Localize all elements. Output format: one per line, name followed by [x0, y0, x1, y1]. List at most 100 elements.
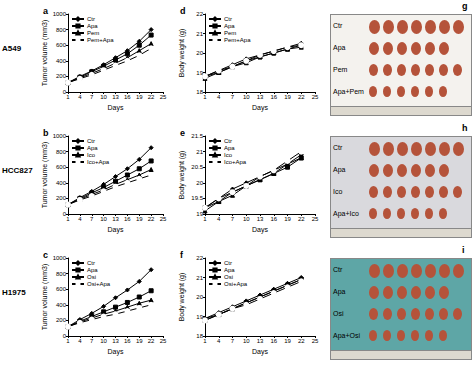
svg-text:19: 19 [136, 94, 143, 100]
svg-text:Days: Days [252, 104, 268, 112]
svg-text:400: 400 [56, 180, 67, 186]
svg-text:Osi: Osi [87, 274, 96, 280]
svg-text:f: f [180, 250, 184, 260]
svg-text:Tumor volume (mm3): Tumor volume (mm3) [41, 20, 49, 87]
svg-text:22: 22 [148, 216, 155, 222]
svg-text:22: 22 [196, 11, 203, 17]
svg-text:200: 200 [56, 73, 67, 79]
svg-text:25: 25 [160, 338, 167, 344]
svg-text:25: 25 [160, 94, 167, 100]
svg-text:7: 7 [231, 216, 235, 222]
svg-text:10: 10 [243, 94, 250, 100]
svg-text:4: 4 [78, 338, 82, 344]
svg-text:7: 7 [90, 338, 94, 344]
svg-text:Apa: Apa [87, 23, 98, 29]
svg-text:10: 10 [100, 216, 107, 222]
svg-text:13: 13 [112, 94, 119, 100]
svg-text:4: 4 [217, 338, 221, 344]
svg-text:800: 800 [56, 271, 67, 277]
svg-text:Ico+Apa: Ico+Apa [224, 159, 247, 165]
svg-text:c: c [43, 250, 48, 260]
svg-text:22: 22 [148, 338, 155, 344]
svg-text:Days: Days [108, 104, 124, 112]
svg-text:Ctr: Ctr [224, 16, 232, 22]
svg-text:200: 200 [56, 195, 67, 201]
svg-text:1000: 1000 [53, 11, 67, 17]
svg-text:20: 20 [196, 294, 203, 300]
svg-text:d: d [180, 6, 186, 16]
svg-text:Ico: Ico [87, 152, 96, 158]
svg-text:7: 7 [231, 94, 235, 100]
svg-text:25: 25 [312, 216, 319, 222]
svg-text:Pem+Apa: Pem+Apa [224, 37, 251, 43]
svg-text:16: 16 [270, 338, 277, 344]
svg-text:Ctr: Ctr [224, 260, 232, 266]
svg-text:20: 20 [196, 180, 203, 186]
svg-text:a: a [43, 6, 49, 16]
svg-text:25: 25 [312, 338, 319, 344]
svg-text:Days: Days [252, 226, 268, 234]
svg-text:Apa: Apa [224, 267, 235, 273]
svg-text:e: e [180, 128, 185, 138]
svg-text:Days: Days [108, 226, 124, 234]
svg-text:1000: 1000 [53, 255, 67, 261]
svg-text:1: 1 [66, 94, 70, 100]
svg-text:19: 19 [136, 338, 143, 344]
svg-text:16: 16 [270, 216, 277, 222]
svg-text:10: 10 [100, 338, 107, 344]
svg-text:19: 19 [284, 94, 291, 100]
svg-text:1: 1 [203, 216, 207, 222]
svg-text:600: 600 [56, 164, 67, 170]
svg-text:16: 16 [124, 216, 131, 222]
svg-text:19: 19 [284, 338, 291, 344]
svg-text:7: 7 [90, 216, 94, 222]
svg-text:20: 20 [196, 50, 203, 56]
svg-text:13: 13 [257, 216, 264, 222]
svg-text:Ctr: Ctr [224, 138, 232, 144]
svg-text:Tumor volume (mm3): Tumor volume (mm3) [41, 142, 49, 209]
svg-text:Days: Days [252, 348, 268, 356]
svg-text:16: 16 [124, 338, 131, 344]
svg-text:19.5: 19.5 [191, 195, 203, 201]
svg-text:16: 16 [270, 94, 277, 100]
svg-text:Apa: Apa [224, 145, 235, 151]
svg-text:400: 400 [56, 302, 67, 308]
svg-text:Ico+Apa: Ico+Apa [87, 159, 110, 165]
svg-text:Apa: Apa [87, 267, 98, 273]
svg-text:1: 1 [66, 216, 70, 222]
svg-text:4: 4 [217, 216, 221, 222]
svg-text:Tumor volume (mm3): Tumor volume (mm3) [41, 264, 49, 331]
svg-text:600: 600 [56, 42, 67, 48]
svg-text:Apa: Apa [87, 145, 98, 151]
svg-text:13: 13 [257, 338, 264, 344]
svg-text:Ico: Ico [224, 152, 233, 158]
svg-text:4: 4 [78, 94, 82, 100]
svg-text:21: 21 [196, 31, 203, 37]
svg-text:16: 16 [124, 94, 131, 100]
svg-text:25: 25 [312, 94, 319, 100]
svg-text:Body weight (g): Body weight (g) [178, 273, 186, 322]
svg-text:7: 7 [90, 94, 94, 100]
svg-text:Ctr: Ctr [87, 260, 95, 266]
svg-text:Body weight (g): Body weight (g) [178, 151, 186, 200]
svg-text:19: 19 [284, 216, 291, 222]
svg-text:7: 7 [231, 338, 235, 344]
svg-text:22: 22 [196, 255, 203, 261]
svg-text:800: 800 [56, 149, 67, 155]
svg-text:Days: Days [108, 348, 124, 356]
svg-text:1000: 1000 [53, 133, 67, 139]
svg-text:21: 21 [196, 149, 203, 155]
svg-text:Osi+Apa: Osi+Apa [224, 281, 248, 287]
svg-text:22: 22 [298, 338, 305, 344]
svg-text:Pem: Pem [224, 30, 236, 36]
svg-text:Body weight (g): Body weight (g) [178, 29, 186, 78]
svg-text:1: 1 [66, 338, 70, 344]
svg-text:Osi+Apa: Osi+Apa [87, 281, 111, 287]
svg-text:4: 4 [78, 216, 82, 222]
svg-text:20.5: 20.5 [191, 164, 203, 170]
svg-text:22: 22 [148, 94, 155, 100]
svg-text:19: 19 [136, 216, 143, 222]
svg-text:Ctr: Ctr [87, 16, 95, 22]
svg-text:21: 21 [196, 275, 203, 281]
svg-text:800: 800 [56, 27, 67, 33]
